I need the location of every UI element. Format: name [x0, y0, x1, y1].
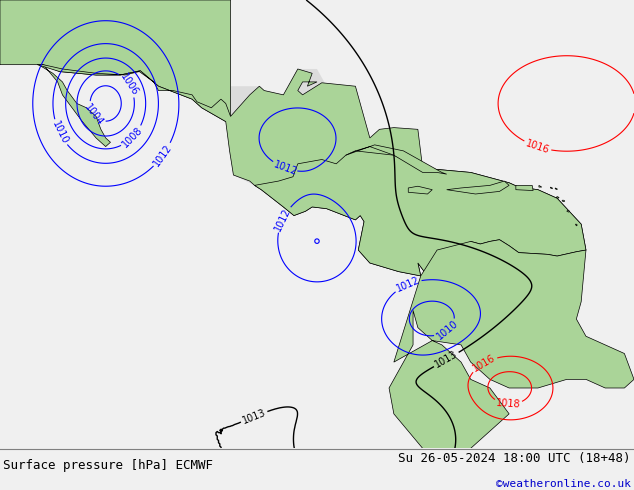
Text: 1010: 1010 [49, 120, 70, 146]
Polygon shape [516, 185, 533, 191]
Polygon shape [226, 69, 370, 185]
Text: 1004: 1004 [82, 102, 105, 127]
Polygon shape [550, 187, 552, 189]
Text: 1018: 1018 [496, 398, 521, 410]
Polygon shape [37, 65, 586, 276]
Text: Su 26-05-2024 18:00 UTC (18+48): Su 26-05-2024 18:00 UTC (18+48) [398, 452, 631, 466]
Polygon shape [576, 224, 578, 226]
Text: 1013: 1013 [241, 408, 268, 426]
Polygon shape [555, 188, 557, 190]
Text: 1012: 1012 [152, 142, 174, 168]
Polygon shape [447, 181, 509, 194]
Text: Surface pressure [hPa] ECMWF: Surface pressure [hPa] ECMWF [3, 459, 213, 471]
Polygon shape [408, 186, 432, 194]
Polygon shape [562, 200, 565, 202]
Polygon shape [556, 196, 559, 198]
Text: ©weatheronline.co.uk: ©weatheronline.co.uk [496, 479, 631, 489]
Text: 1016: 1016 [471, 353, 497, 374]
Polygon shape [567, 210, 569, 212]
Polygon shape [255, 151, 586, 276]
Text: 1012: 1012 [273, 159, 299, 177]
Polygon shape [346, 145, 447, 174]
Text: 1012: 1012 [394, 275, 421, 294]
Text: 1006: 1006 [118, 71, 139, 97]
Text: 1008: 1008 [120, 125, 145, 149]
Text: 1010: 1010 [434, 318, 460, 342]
Polygon shape [37, 65, 110, 147]
Polygon shape [0, 0, 231, 122]
Text: 1012: 1012 [273, 206, 293, 232]
Polygon shape [389, 240, 634, 466]
Text: 1016: 1016 [524, 138, 551, 155]
Text: 1013: 1013 [433, 349, 460, 370]
Polygon shape [539, 185, 542, 187]
